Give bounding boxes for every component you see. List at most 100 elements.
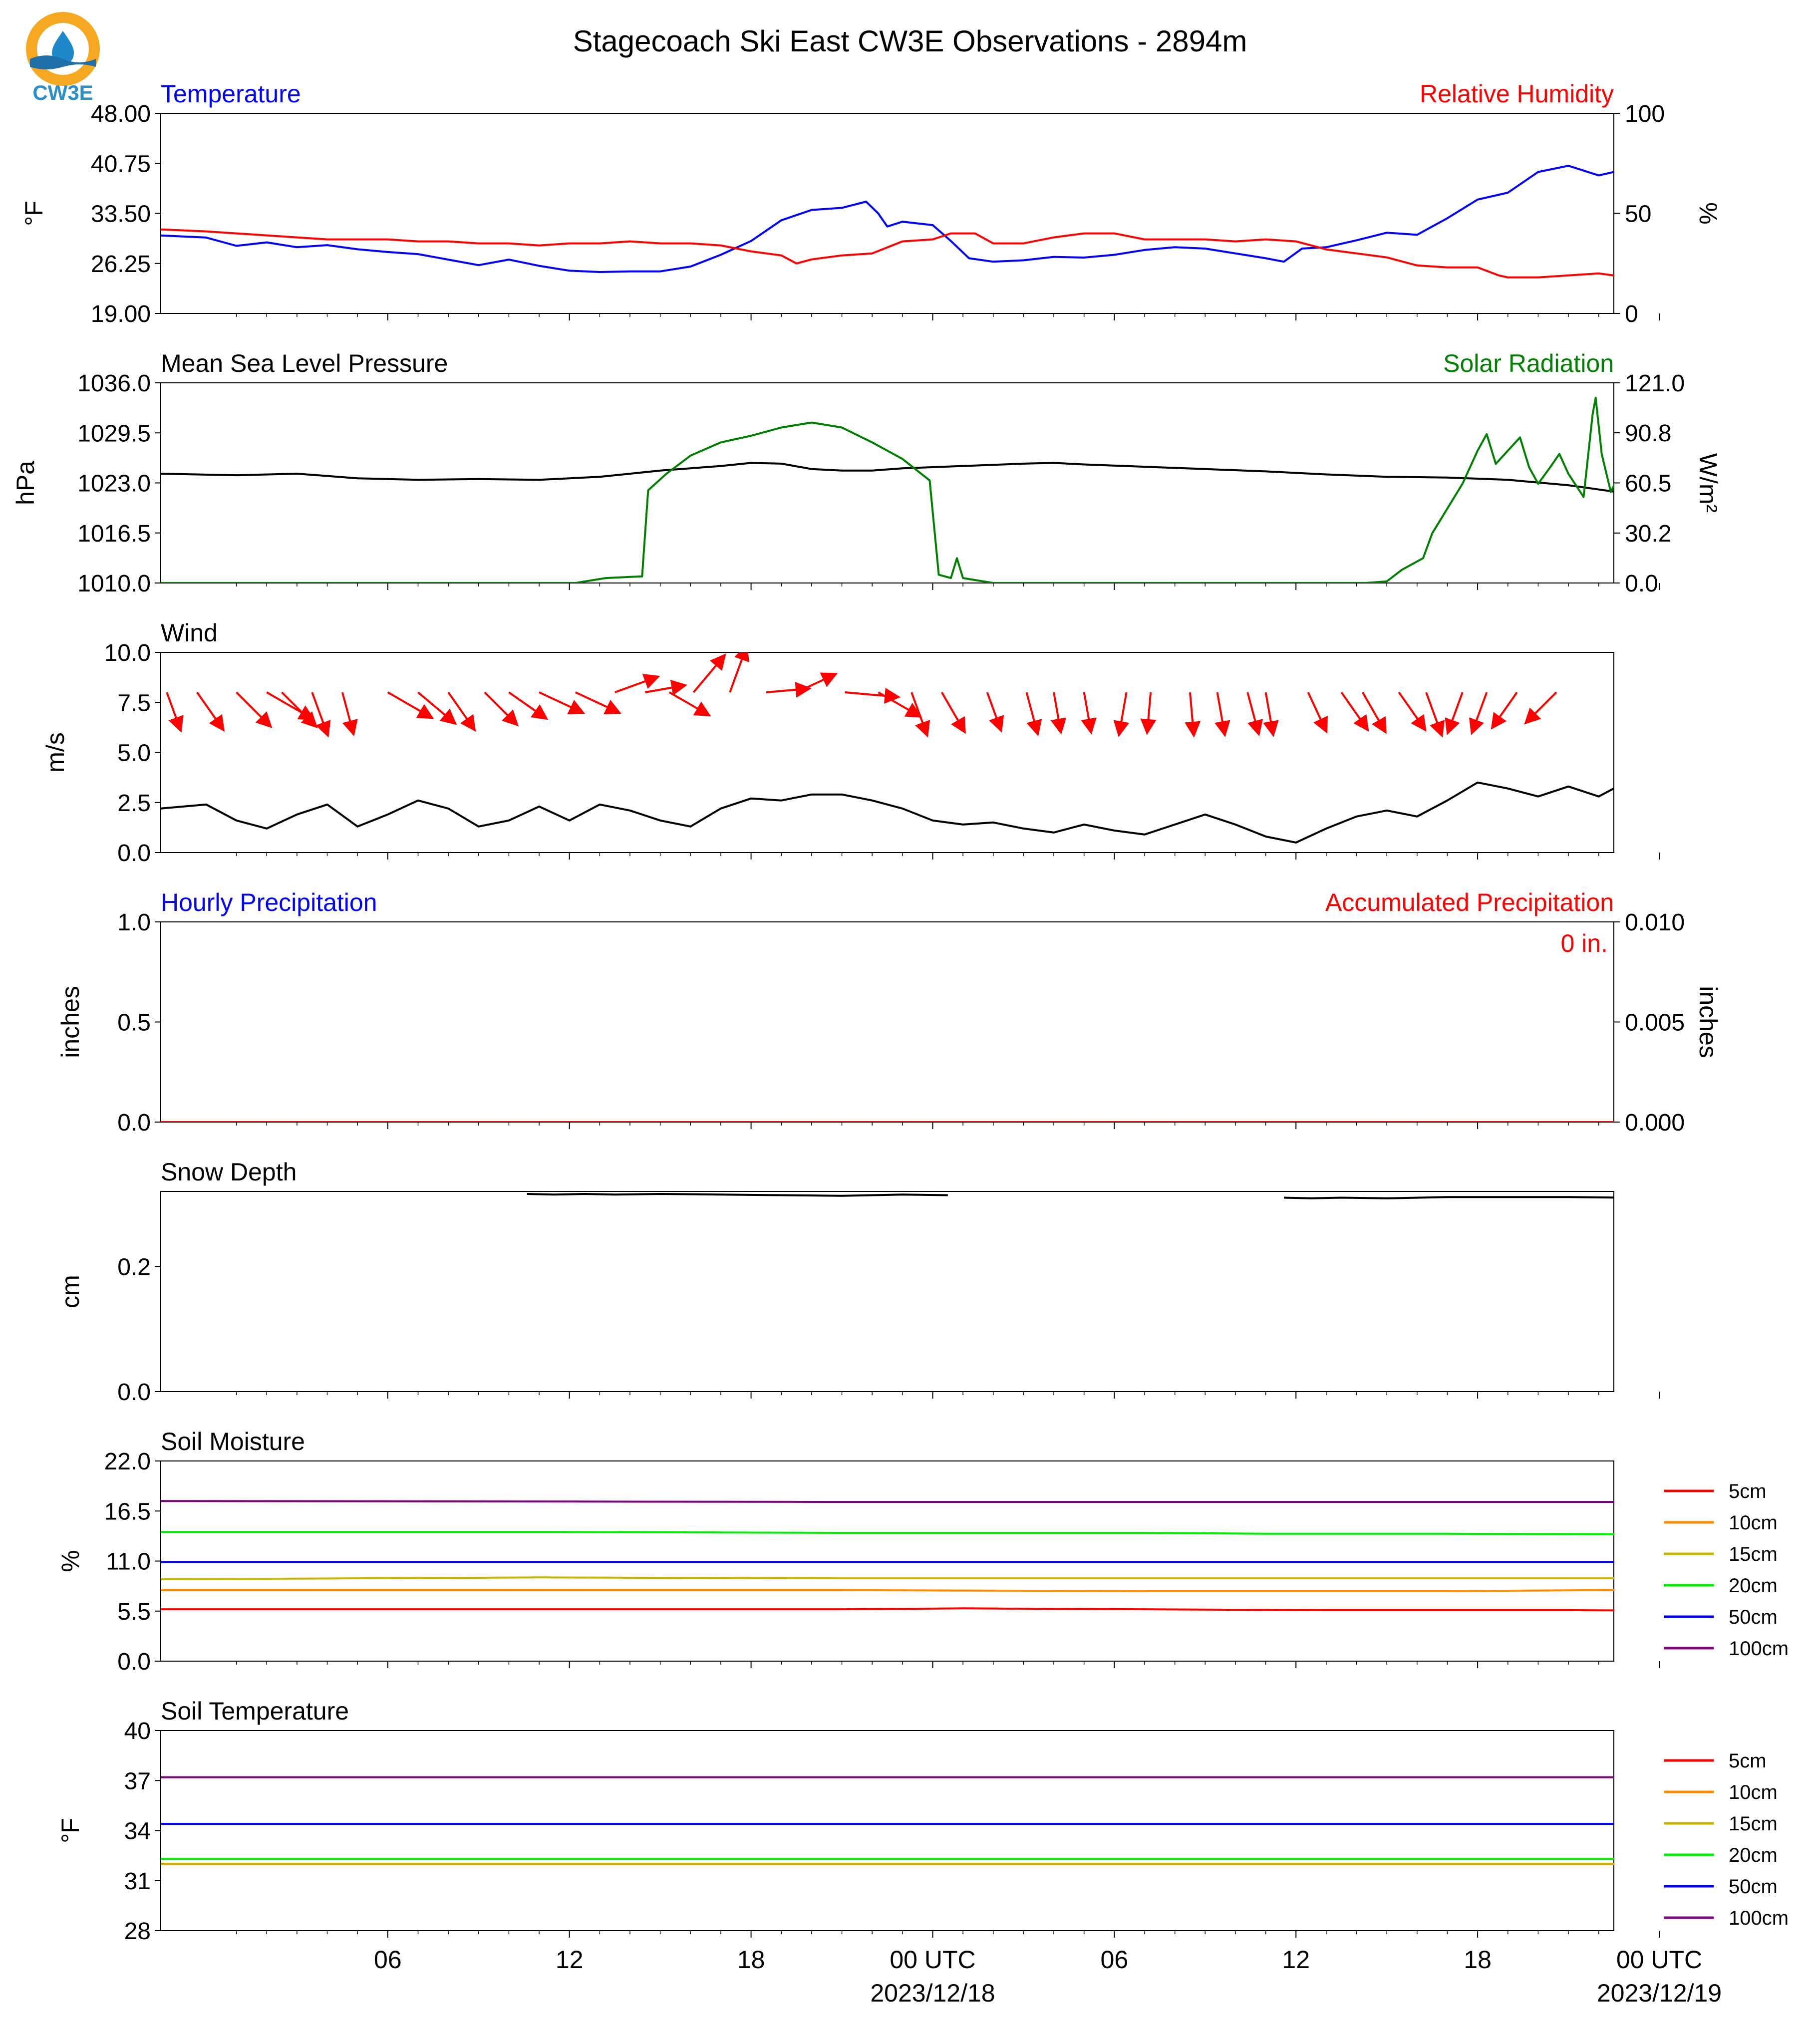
cw3e-logo: CW3E xyxy=(26,12,100,104)
precip-ytick-label: 0.0 xyxy=(117,1110,151,1136)
temp-ylabel: °F xyxy=(20,201,48,226)
pres-right-ytick-label: 0.0 xyxy=(1625,571,1658,597)
soilm-panel: Soil Moisture 0.0 5.5 11.0 16.5 22.0% 5cm 10cm 1… xyxy=(56,1428,1789,1675)
snow-ytick-label: 0.2 xyxy=(117,1254,151,1280)
wind-arrow xyxy=(417,691,457,725)
wind-panel: Wind 0.0 2.5 5.0 7.5 10.0 m/s xyxy=(41,619,1660,867)
wind-arrow xyxy=(878,691,922,718)
pres-ytick-label: 1010.0 xyxy=(77,571,151,597)
soilt-legend: 5cm 10cm 15cm 20cm 50cm 100cm xyxy=(1664,1750,1789,1929)
wind-arrow xyxy=(539,691,586,714)
wind-arrow xyxy=(692,653,726,693)
soilt-legend-label: 15cm xyxy=(1729,1813,1778,1835)
wind-ytick-label: 0.0 xyxy=(117,840,151,867)
soilm-ytick-label: 22.0 xyxy=(104,1449,151,1475)
snow-series-snow-depth xyxy=(1283,1196,1614,1199)
wind-arrow xyxy=(940,691,966,734)
soilt-ytick-label: 40 xyxy=(124,1718,151,1744)
soilt-legend-label: 5cm xyxy=(1729,1750,1767,1772)
soilt-legend-label: 50cm xyxy=(1729,1876,1778,1898)
wind-arrow xyxy=(311,692,331,738)
pres-ytick-label: 1036.0 xyxy=(77,370,151,397)
precip-right-title: Accumulated Precipitation xyxy=(1325,888,1614,916)
wind-ytick-label: 10.0 xyxy=(104,640,151,666)
snow-ylabel: cm xyxy=(56,1275,84,1308)
soilm-ytick-label: 11.0 xyxy=(106,1549,151,1575)
wind-arrow xyxy=(236,691,273,728)
soilt-panel: Soil Temperature 28 31 34 37 40 °F 5cm 10cm 15cm 2… xyxy=(56,1697,1789,1945)
wind-arrow xyxy=(575,691,621,714)
snow-title: Snow Depth xyxy=(161,1158,297,1186)
temp-ytick-label: 33.50 xyxy=(91,201,151,228)
wind-frame xyxy=(160,652,1614,853)
wind-arrow xyxy=(1445,692,1464,735)
temp-right-ylabel: % xyxy=(1694,202,1722,224)
wind-ylabel: m/s xyxy=(41,732,69,773)
wind-series-wind xyxy=(161,781,1614,844)
wind-arrow xyxy=(1491,691,1518,730)
x-date-label: 2023/12/18 xyxy=(870,1979,995,2007)
wind-arrow xyxy=(1140,692,1157,735)
x-tick-label: 12 xyxy=(1282,1946,1310,1974)
wind-arrow xyxy=(1524,691,1557,725)
precip-title: Hourly Precipitation xyxy=(161,888,377,916)
temp-right-ytick-label: 50 xyxy=(1625,201,1651,228)
logo-text: CW3E xyxy=(32,81,93,104)
soilt-title: Soil Temperature xyxy=(161,1697,349,1725)
pres-right-ytick-label: 121.0 xyxy=(1625,370,1685,397)
x-tick-label: 00 UTC xyxy=(1616,1946,1702,1974)
pres-ytick-label: 1016.5 xyxy=(77,521,151,547)
soilm-ylabel: % xyxy=(56,1550,84,1572)
wind-ytick-label: 2.5 xyxy=(117,790,151,817)
wind-arrow xyxy=(845,688,901,704)
soilm-series-100cm xyxy=(161,1500,1614,1503)
soilt-ytick-label: 31 xyxy=(124,1868,151,1895)
soilm-legend: 5cm 10cm 15cm 20cm 50cm 100cm xyxy=(1664,1480,1789,1660)
temp-ytick-label: 19.00 xyxy=(91,301,151,327)
soilm-legend-label: 20cm xyxy=(1729,1575,1778,1597)
wind-arrow xyxy=(281,691,318,728)
wind-arrow xyxy=(668,691,711,717)
soilm-title: Soil Moisture xyxy=(161,1428,305,1455)
x-tick-label: 00 UTC xyxy=(890,1946,975,1974)
snow-series-snow-depth xyxy=(527,1193,948,1197)
wind-arrow xyxy=(1340,691,1369,732)
snow-ytick-label: 0.0 xyxy=(117,1379,151,1406)
wind-arrow xyxy=(1425,692,1445,738)
pres-frame xyxy=(160,382,1614,583)
temp-frame xyxy=(160,113,1614,314)
wind-arrow xyxy=(447,691,476,732)
pres-ylabel: hPa xyxy=(11,461,39,505)
wind-arrow xyxy=(1246,692,1263,737)
wind-arrow xyxy=(796,672,838,693)
precip-right-ytick-label: 0.000 xyxy=(1625,1110,1685,1136)
wind-arrow xyxy=(1050,692,1067,735)
temp-ytick-label: 40.75 xyxy=(91,151,151,177)
wind-arrow xyxy=(1263,692,1279,737)
precip-frame xyxy=(160,921,1614,1123)
soilt-ytick-label: 34 xyxy=(124,1818,151,1845)
snow-frame xyxy=(160,1191,1614,1392)
precip-ytick-label: 1.0 xyxy=(117,909,151,936)
wind-arrow xyxy=(1361,692,1387,734)
soilt-legend-label: 10cm xyxy=(1729,1781,1778,1803)
soilm-series-10cm xyxy=(161,1589,1614,1592)
wind-arrow xyxy=(1307,692,1328,734)
x-tick-label: 12 xyxy=(556,1946,584,1974)
soilm-series-20cm xyxy=(161,1531,1614,1535)
wind-arrow xyxy=(986,692,1004,733)
x-tick-label: 18 xyxy=(1464,1946,1492,1974)
soilt-legend-label: 100cm xyxy=(1729,1907,1789,1929)
soilm-ytick-label: 5.5 xyxy=(117,1599,151,1625)
pres-series-solar-radiation xyxy=(161,396,1614,583)
wind-arrow xyxy=(1113,692,1130,737)
soilt-ylabel: °F xyxy=(56,1818,84,1843)
pres-panel: Mean Sea Level Pressure Solar Radiation 10… xyxy=(11,349,1722,597)
precip-panel: Hourly Precipitation Accumulated Precipit… xyxy=(56,888,1722,1136)
pres-title: Mean Sea Level Pressure xyxy=(161,349,448,377)
wind-arrow xyxy=(1469,692,1488,735)
soilm-series-5cm xyxy=(161,1607,1614,1612)
wind-arrow xyxy=(508,691,549,720)
wind-arrow xyxy=(166,692,184,733)
